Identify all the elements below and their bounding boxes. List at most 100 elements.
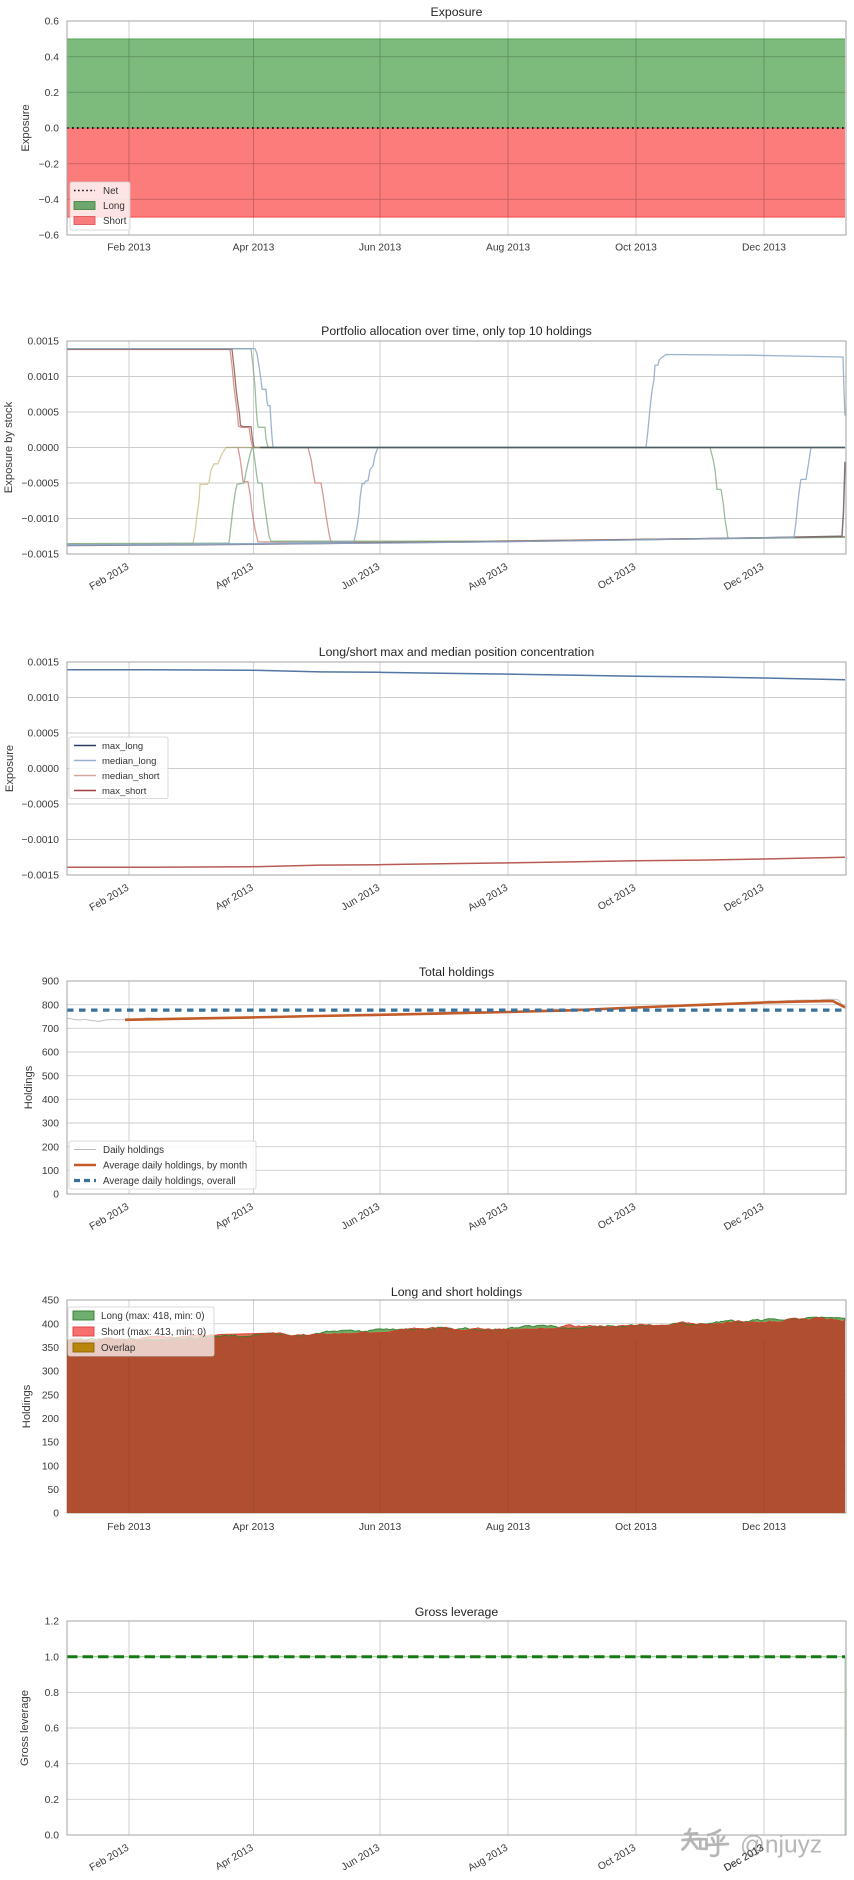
svg-text:Feb 2013: Feb 2013 <box>88 1842 131 1873</box>
svg-text:700: 700 <box>42 1024 59 1035</box>
svg-text:Long: Long <box>103 201 125 212</box>
svg-text:0.2: 0.2 <box>45 88 60 99</box>
svg-text:Feb 2013: Feb 2013 <box>107 1522 151 1533</box>
svg-text:−0.2: −0.2 <box>39 159 60 170</box>
svg-text:0.0005: 0.0005 <box>28 729 60 740</box>
svg-text:Aug 2013: Aug 2013 <box>466 882 510 914</box>
svg-text:800: 800 <box>42 1000 59 1011</box>
svg-text:Holdings: Holdings <box>21 1384 33 1428</box>
svg-text:Exposure: Exposure <box>431 5 483 19</box>
svg-text:Feb 2013: Feb 2013 <box>107 242 151 253</box>
svg-text:−0.0010: −0.0010 <box>21 835 59 846</box>
svg-text:Long/short max and median posi: Long/short max and median position conce… <box>319 645 595 659</box>
svg-text:Portfolio allocation over time: Portfolio allocation over time, only top… <box>321 324 592 338</box>
svg-text:100: 100 <box>42 1166 59 1177</box>
svg-text:0: 0 <box>53 1509 59 1520</box>
svg-text:Oct 2013: Oct 2013 <box>596 882 638 913</box>
svg-text:Dec 2013: Dec 2013 <box>722 561 766 593</box>
svg-text:Oct 2013: Oct 2013 <box>596 561 638 592</box>
svg-text:−0.0005: −0.0005 <box>21 479 59 490</box>
svg-text:900: 900 <box>42 977 59 988</box>
svg-text:Total holdings: Total holdings <box>419 965 494 979</box>
svg-text:Apr 2013: Apr 2013 <box>233 1522 275 1533</box>
svg-text:0.0000: 0.0000 <box>28 443 60 454</box>
svg-text:300: 300 <box>42 1119 59 1130</box>
svg-text:0.6: 0.6 <box>45 17 60 28</box>
svg-text:Apr 2013: Apr 2013 <box>233 242 275 253</box>
svg-text:250: 250 <box>42 1390 59 1401</box>
svg-text:Feb 2013: Feb 2013 <box>88 561 131 592</box>
svg-text:Jun 2013: Jun 2013 <box>359 1522 402 1533</box>
svg-text:−0.0005: −0.0005 <box>21 800 59 811</box>
svg-text:Oct 2013: Oct 2013 <box>615 1522 657 1533</box>
svg-text:Holdings: Holdings <box>23 1065 35 1109</box>
svg-text:Average daily holdings, overal: Average daily holdings, overall <box>103 1176 236 1187</box>
svg-text:0.0: 0.0 <box>45 124 60 135</box>
svg-text:Long (max: 418, min: 0): Long (max: 418, min: 0) <box>101 1311 204 1322</box>
svg-text:0.6: 0.6 <box>45 1724 60 1735</box>
svg-text:Exposure: Exposure <box>20 104 32 151</box>
svg-text:Overlap: Overlap <box>101 1343 136 1354</box>
svg-text:Exposure by stock: Exposure by stock <box>3 401 15 493</box>
svg-text:200: 200 <box>42 1142 59 1153</box>
svg-text:Oct 2013: Oct 2013 <box>596 1842 638 1873</box>
svg-text:Jun 2013: Jun 2013 <box>340 1201 382 1232</box>
svg-text:350: 350 <box>42 1343 59 1354</box>
svg-text:1.0: 1.0 <box>45 1652 60 1663</box>
svg-text:Apr 2013: Apr 2013 <box>214 882 256 913</box>
svg-text:Oct 2013: Oct 2013 <box>596 1201 638 1232</box>
svg-text:Dec 2013: Dec 2013 <box>742 1522 786 1533</box>
svg-text:0.8: 0.8 <box>45 1688 60 1699</box>
svg-text:Feb 2013: Feb 2013 <box>88 1201 131 1232</box>
svg-text:0.0000: 0.0000 <box>28 764 60 775</box>
svg-text:max_short: max_short <box>102 786 147 797</box>
svg-text:Short: Short <box>103 216 127 227</box>
svg-text:0.0010: 0.0010 <box>28 693 60 704</box>
svg-text:Dec 2013: Dec 2013 <box>722 1201 766 1233</box>
svg-text:−0.0010: −0.0010 <box>21 514 59 525</box>
svg-text:Aug 2013: Aug 2013 <box>486 242 530 253</box>
svg-text:Oct 2013: Oct 2013 <box>615 242 657 253</box>
svg-text:−0.0015: −0.0015 <box>21 550 59 561</box>
svg-text:Jun 2013: Jun 2013 <box>340 882 382 913</box>
svg-text:max_long: max_long <box>102 741 143 752</box>
svg-text:0.4: 0.4 <box>45 1759 60 1770</box>
svg-text:0.0015: 0.0015 <box>28 658 60 669</box>
svg-text:Aug 2013: Aug 2013 <box>486 1522 530 1533</box>
svg-text:0.0: 0.0 <box>45 1831 60 1842</box>
svg-text:400: 400 <box>42 1095 59 1106</box>
svg-text:−0.0015: −0.0015 <box>21 871 59 882</box>
svg-text:Aug 2013: Aug 2013 <box>466 1842 510 1874</box>
svg-text:Apr 2013: Apr 2013 <box>214 561 256 592</box>
svg-text:Dec 2013: Dec 2013 <box>742 242 786 253</box>
svg-text:50: 50 <box>48 1485 60 1496</box>
svg-text:600: 600 <box>42 1048 59 1059</box>
svg-text:Gross leverage: Gross leverage <box>19 1690 31 1766</box>
svg-text:Exposure: Exposure <box>4 745 16 792</box>
svg-text:Daily holdings: Daily holdings <box>103 1145 164 1156</box>
svg-text:Net: Net <box>103 186 119 197</box>
svg-text:Feb 2013: Feb 2013 <box>88 882 131 913</box>
svg-text:0.4: 0.4 <box>45 52 60 63</box>
svg-text:Apr 2013: Apr 2013 <box>214 1842 256 1873</box>
svg-text:−0.4: −0.4 <box>39 195 60 206</box>
svg-text:median_long: median_long <box>102 756 156 767</box>
svg-text:−0.6: −0.6 <box>39 231 60 242</box>
svg-text:Short (max: 413, min: 0): Short (max: 413, min: 0) <box>101 1327 206 1338</box>
svg-text:500: 500 <box>42 1071 59 1082</box>
svg-text:Dec 2013: Dec 2013 <box>722 882 766 914</box>
svg-text:Aug 2013: Aug 2013 <box>466 1201 510 1233</box>
svg-text:Average daily holdings, by mon: Average daily holdings, by month <box>103 1161 247 1172</box>
svg-text:450: 450 <box>42 1296 59 1307</box>
svg-text:0.0015: 0.0015 <box>28 337 60 348</box>
svg-text:median_short: median_short <box>102 771 160 782</box>
svg-text:0.2: 0.2 <box>45 1795 60 1806</box>
svg-text:Jun 2013: Jun 2013 <box>340 1842 382 1873</box>
svg-text:Long and short holdings: Long and short holdings <box>391 1285 522 1299</box>
svg-text:Jun 2013: Jun 2013 <box>359 242 402 253</box>
svg-text:150: 150 <box>42 1438 59 1449</box>
svg-text:Jun 2013: Jun 2013 <box>340 561 382 592</box>
svg-text:Gross leverage: Gross leverage <box>415 1605 499 1619</box>
svg-text:400: 400 <box>42 1319 59 1330</box>
svg-text:@njuyz: @njuyz <box>740 1832 822 1859</box>
